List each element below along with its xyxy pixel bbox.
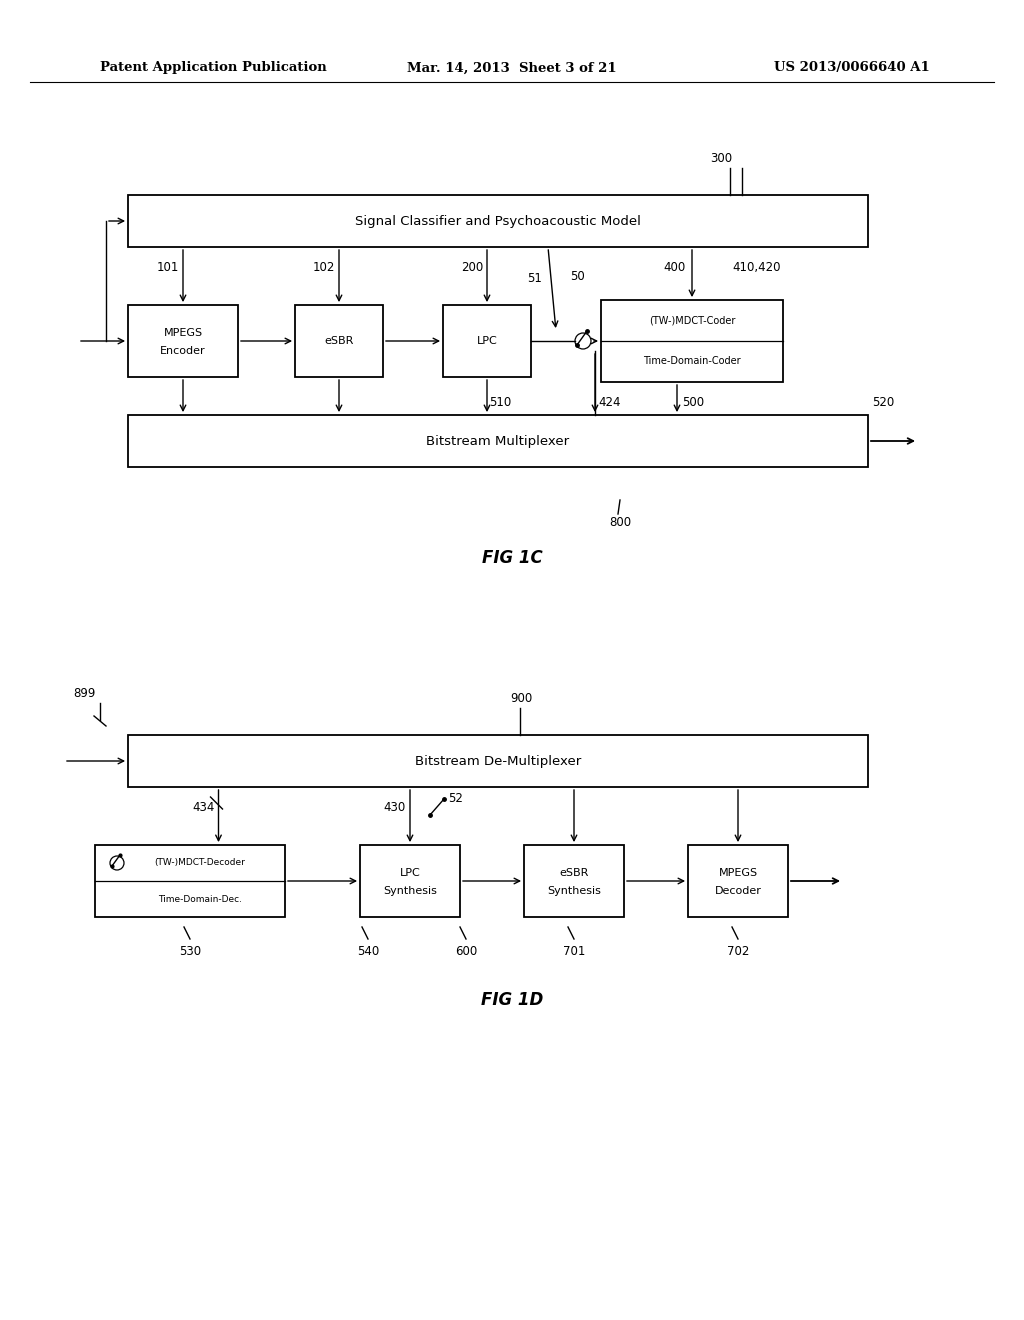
Text: Patent Application Publication: Patent Application Publication	[100, 62, 327, 74]
Bar	[360, 845, 460, 917]
Text: FIG 1C: FIG 1C	[481, 549, 543, 568]
Text: 600: 600	[455, 945, 477, 958]
Bar	[688, 845, 788, 917]
Text: 410,420: 410,420	[732, 261, 781, 275]
Text: 300: 300	[710, 152, 732, 165]
Text: Bitstream De-Multiplexer: Bitstream De-Multiplexer	[415, 755, 582, 767]
Text: 899: 899	[74, 686, 96, 700]
Text: 102: 102	[312, 261, 335, 275]
Text: 701: 701	[563, 945, 585, 958]
Bar	[295, 305, 383, 378]
Text: 430: 430	[384, 801, 406, 814]
Text: US 2013/0066640 A1: US 2013/0066640 A1	[774, 62, 930, 74]
Text: MPEGS: MPEGS	[164, 327, 203, 338]
Text: eSBR: eSBR	[325, 337, 353, 346]
Text: 200: 200	[461, 261, 483, 275]
Text: Time-Domain-Coder: Time-Domain-Coder	[643, 356, 740, 367]
Text: eSBR: eSBR	[559, 869, 589, 878]
Text: Decoder: Decoder	[715, 886, 762, 896]
Text: 900: 900	[510, 692, 532, 705]
Text: 510: 510	[489, 396, 511, 409]
Text: Signal Classifier and Psychoacoustic Model: Signal Classifier and Psychoacoustic Mod…	[355, 214, 641, 227]
Text: Synthesis: Synthesis	[383, 886, 437, 896]
Text: FIG 1D: FIG 1D	[481, 991, 543, 1008]
Text: 520: 520	[872, 396, 894, 409]
Bar	[128, 414, 868, 467]
Text: 434: 434	[193, 801, 214, 814]
Text: LPC: LPC	[399, 869, 421, 878]
Text: 424: 424	[598, 396, 621, 409]
Text: Synthesis: Synthesis	[547, 886, 601, 896]
Bar	[443, 305, 531, 378]
Text: (TW-)MDCT-Decoder: (TW-)MDCT-Decoder	[155, 858, 246, 867]
Bar	[95, 845, 285, 917]
Bar	[128, 735, 868, 787]
Text: 800: 800	[609, 516, 631, 529]
Text: Bitstream Multiplexer: Bitstream Multiplexer	[426, 434, 569, 447]
Text: 500: 500	[682, 396, 705, 409]
Text: LPC: LPC	[476, 337, 498, 346]
Text: Time-Domain-Dec.: Time-Domain-Dec.	[158, 895, 242, 903]
Text: 101: 101	[157, 261, 179, 275]
Bar	[128, 195, 868, 247]
Text: 530: 530	[179, 945, 201, 958]
Text: (TW-)MDCT-Coder: (TW-)MDCT-Coder	[649, 315, 735, 326]
Text: 52: 52	[449, 792, 463, 805]
Text: Encoder: Encoder	[160, 346, 206, 356]
Bar	[524, 845, 624, 917]
Text: Mar. 14, 2013  Sheet 3 of 21: Mar. 14, 2013 Sheet 3 of 21	[408, 62, 616, 74]
Bar	[601, 300, 783, 381]
Text: MPEGS: MPEGS	[719, 869, 758, 878]
Text: 702: 702	[727, 945, 750, 958]
Bar	[128, 305, 238, 378]
Text: 51: 51	[527, 272, 542, 285]
Text: 540: 540	[357, 945, 379, 958]
Text: 50: 50	[570, 271, 585, 282]
Text: 400: 400	[664, 261, 686, 275]
